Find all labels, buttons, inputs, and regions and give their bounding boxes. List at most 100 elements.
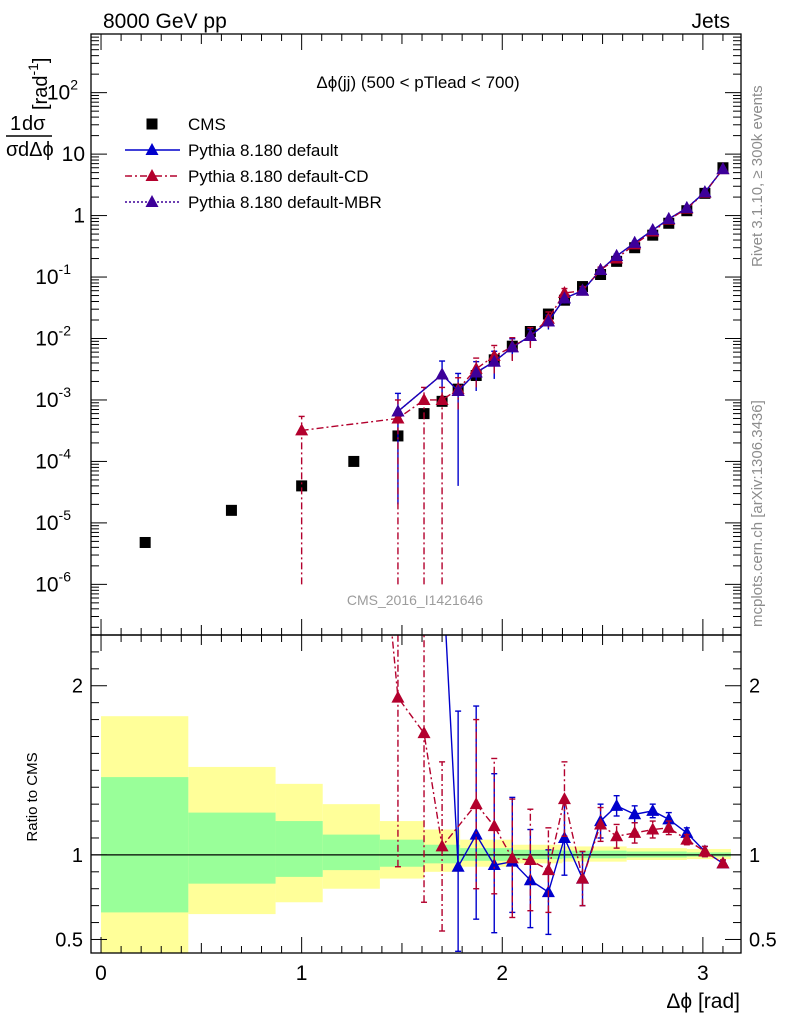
series-purple-dotted <box>391 162 730 417</box>
data-point <box>610 248 624 261</box>
ratio-point <box>557 792 571 805</box>
ratio-frame <box>90 634 742 954</box>
ratio-point <box>698 844 712 857</box>
legend-marker <box>145 143 159 155</box>
data-point <box>576 283 590 296</box>
legend-entry: Pythia 8.180 default-MBR <box>125 193 382 212</box>
ylabel-frac-top2: dσ <box>22 113 46 135</box>
ratio-point <box>680 832 694 845</box>
ratio-point <box>391 690 405 703</box>
legend-label: Pythia 8.180 default-CD <box>188 167 369 186</box>
legend: CMS Pythia 8.180 default Pythia 8.180 defa… <box>125 115 382 212</box>
x-axis-label: Δϕ [rad] <box>666 990 740 1013</box>
ratio-line <box>391 635 724 882</box>
ratio-point <box>505 851 519 864</box>
main-ytick-label: 10-1 <box>35 261 71 289</box>
reference-label: mcplots.cern.ch [arXiv:1306.3436] <box>749 400 766 627</box>
main-panel: Δϕ(jj) (500 < pTlead < 700) 10-6 10-5 10-4… <box>6 33 742 636</box>
ratio-point <box>541 863 555 876</box>
ratio-point <box>680 825 694 838</box>
main-ytick-label: 10-3 <box>35 384 71 412</box>
legend-label: CMS <box>188 115 226 134</box>
data-point <box>523 328 537 341</box>
legend-marker <box>145 169 159 181</box>
uncertainty-band-green <box>101 777 189 913</box>
main-ytick-label: 10 <box>62 143 85 166</box>
data-point <box>391 404 405 417</box>
series-line <box>397 168 724 413</box>
legend-marker <box>146 118 158 130</box>
data-point <box>295 423 309 436</box>
ratio-series-blue-solid <box>445 635 730 953</box>
legend-entry: Pythia 8.180 default-CD <box>125 167 369 186</box>
rivet-version-label: Rivet 3.1.10, ≥ 300k events <box>749 85 766 267</box>
data-point <box>487 354 501 367</box>
ratio-point <box>487 858 501 871</box>
ratio-point <box>451 859 465 872</box>
ylabel-unit-close: ] <box>30 58 52 64</box>
main-ytick-label: 10-6 <box>35 568 71 596</box>
jets-label: Jets <box>691 10 730 33</box>
ratio-y-axis-label: Ratio to CMS <box>24 752 41 841</box>
main-ytick-label: 1 <box>73 205 85 228</box>
data-point <box>435 392 449 405</box>
ratio-ytick-label-right: 0.5 <box>749 929 777 951</box>
data-point <box>469 365 483 378</box>
main-y-axis-label: 1 dσ σ dΔϕ [rad-1] <box>6 58 54 161</box>
uncertainty-band-green <box>275 821 323 877</box>
ratio-point <box>576 871 590 884</box>
ratio-point <box>523 852 537 865</box>
ratio-ytick-label-left: 0.5 <box>55 929 83 951</box>
data-point <box>139 536 151 548</box>
uncertainty-band-green <box>188 812 276 884</box>
legend-label: Pythia 8.180 default <box>188 141 339 160</box>
xtick-label: 0 <box>95 962 107 985</box>
uncertainty-band-green <box>379 839 425 867</box>
ratio-point <box>594 817 608 830</box>
ylabel-frac-top: 1 <box>10 113 21 135</box>
data-point <box>628 235 642 248</box>
ylabel-unit-exp: -1 <box>25 63 41 76</box>
ratio-point <box>628 825 642 838</box>
legend-entry: Pythia 8.180 default <box>125 141 339 160</box>
legend-label: Pythia 8.180 default-MBR <box>188 193 382 212</box>
data-point <box>417 392 431 405</box>
data-point <box>225 504 237 516</box>
main-ytick-label: 102 <box>47 77 78 105</box>
ratio-ytick-label-right: 2 <box>749 676 760 698</box>
ratio-point <box>610 798 624 811</box>
ratio-point <box>610 829 624 842</box>
ylabel-unit: [rad <box>30 76 52 110</box>
series-black-square <box>139 162 729 548</box>
data-point <box>594 263 608 276</box>
ratio-ytick-label-left: 2 <box>72 676 83 698</box>
legend-entry: CMS <box>146 115 226 134</box>
data-point <box>698 185 712 198</box>
ratio-point <box>487 819 501 832</box>
data-point <box>435 367 449 380</box>
data-point <box>391 411 405 424</box>
main-ytick-label: 10-4 <box>35 445 71 473</box>
data-point <box>348 455 360 467</box>
legend-marker <box>145 195 159 207</box>
ratio-series-red-dashdot <box>391 635 730 932</box>
xtick-label: 3 <box>697 962 709 985</box>
ratio-point <box>646 822 660 835</box>
data-point <box>451 383 465 396</box>
ylabel-frac-bottom2: dΔϕ <box>18 139 54 161</box>
plot-title: Δϕ(jj) (500 < pTlead < 700) <box>316 73 519 92</box>
ratio-ytick-label-left: 1 <box>72 845 83 867</box>
ratio-ytick-label-right: 1 <box>749 845 760 867</box>
ratio-point <box>662 820 676 833</box>
data-point <box>296 480 308 492</box>
watermark-label: CMS_2016_I1421646 <box>347 592 483 608</box>
svg-text:[rad-1]: [rad-1] <box>25 58 52 110</box>
data-point <box>541 314 555 327</box>
xtick-label: 2 <box>496 962 508 985</box>
ratio-point <box>716 856 730 869</box>
main-ytick-label: 10-2 <box>35 323 71 351</box>
ratio-point <box>417 726 431 739</box>
ratio-point <box>662 812 676 825</box>
data-point <box>557 291 571 304</box>
